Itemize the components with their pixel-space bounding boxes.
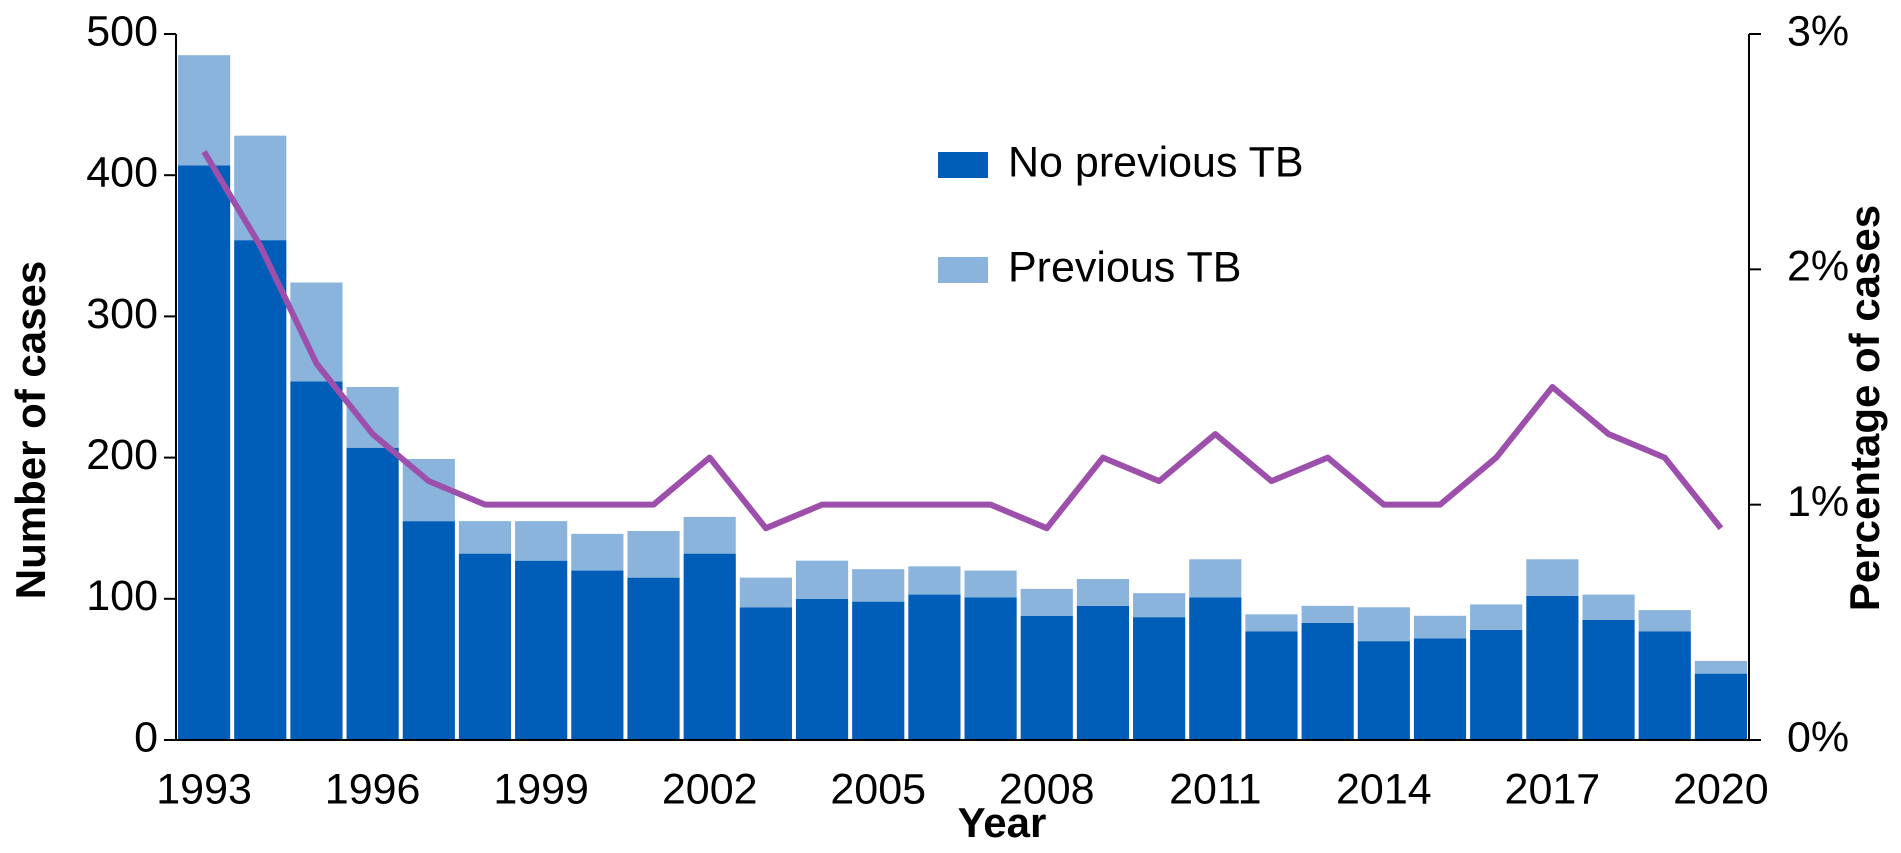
x-tick-label: 1996: [325, 765, 421, 813]
legend-swatch: [938, 257, 988, 283]
bar: [1694, 660, 1747, 674]
bar: [234, 135, 287, 241]
bar: [1301, 605, 1354, 623]
y2-tick-label: 0%: [1787, 713, 1849, 761]
bar: [908, 566, 961, 595]
bar: [739, 577, 792, 608]
x-tick-label: 2017: [1505, 765, 1601, 813]
bar: [1413, 638, 1467, 740]
bar: [234, 240, 287, 741]
bar: [1245, 631, 1298, 740]
y2-axis-title: Percentage of cases: [1841, 205, 1888, 611]
bar: [795, 560, 849, 599]
bar: [1301, 622, 1354, 740]
x-tick-label: 2005: [830, 765, 926, 813]
bar: [1133, 617, 1186, 740]
y-tick-label: 0: [134, 713, 158, 761]
bar: [1526, 559, 1579, 596]
bar: [290, 381, 343, 740]
x-tick-label: 2011: [1169, 765, 1261, 813]
bar: [1189, 597, 1242, 740]
bar: [852, 601, 905, 740]
bar: [1470, 629, 1523, 740]
x-tick-label: 2008: [999, 765, 1095, 813]
bar: [1582, 619, 1635, 740]
y-tick-label: 200: [86, 431, 158, 479]
bar: [739, 607, 792, 740]
bar: [627, 577, 680, 740]
bar: [1582, 594, 1635, 620]
legend-label: Previous TB: [1008, 243, 1241, 291]
bar: [795, 598, 849, 740]
bar: [515, 560, 568, 740]
bar: [1357, 641, 1410, 740]
bar: [402, 521, 455, 740]
bar: [458, 553, 512, 740]
y-axis-title: Number of cases: [7, 261, 54, 599]
bar: [1245, 614, 1298, 632]
bar: [1638, 610, 1691, 632]
bar: [1526, 595, 1579, 740]
x-tick-label: 1993: [156, 765, 252, 813]
legend-swatch: [938, 152, 988, 178]
bar: [571, 533, 624, 571]
x-tick-label: 2002: [662, 765, 758, 813]
y-tick-label: 100: [86, 572, 158, 620]
bar: [178, 165, 231, 741]
bar: [458, 521, 512, 554]
bar: [1470, 604, 1523, 630]
y-tick-label: 500: [86, 7, 158, 55]
line-series: [201, 150, 1724, 532]
bar: [1694, 673, 1747, 740]
bar: [1076, 605, 1130, 740]
y2-tick-label: 1%: [1787, 478, 1849, 526]
bar: [1020, 588, 1073, 616]
legend-label: No previous TB: [1008, 138, 1304, 186]
bar: [964, 570, 1017, 598]
x-axis-title: Year: [958, 799, 1047, 846]
y-tick-label: 400: [86, 149, 158, 197]
x-tick-label: 1999: [493, 765, 589, 813]
bar: [1413, 615, 1467, 639]
y2-tick-label: 2%: [1787, 243, 1849, 291]
bar: [1133, 593, 1186, 618]
bar: [1076, 579, 1130, 606]
bar: [964, 597, 1017, 740]
bar: [346, 387, 399, 448]
bar: [346, 447, 399, 740]
bar: [852, 569, 905, 602]
x-tick-label: 2020: [1673, 765, 1769, 813]
bar: [515, 521, 568, 561]
bar: [627, 531, 680, 578]
bar: [683, 516, 736, 554]
y-tick-label: 300: [86, 290, 158, 338]
bar: [683, 553, 736, 740]
bar: [1357, 607, 1410, 642]
y2-tick-label: 3%: [1787, 7, 1849, 55]
x-tick-label: 2014: [1336, 765, 1432, 813]
bar: [1020, 615, 1073, 740]
bar: [1638, 631, 1691, 740]
bar: [178, 55, 231, 166]
bar: [908, 594, 961, 740]
bar: [571, 570, 624, 740]
bar: [1189, 559, 1242, 598]
